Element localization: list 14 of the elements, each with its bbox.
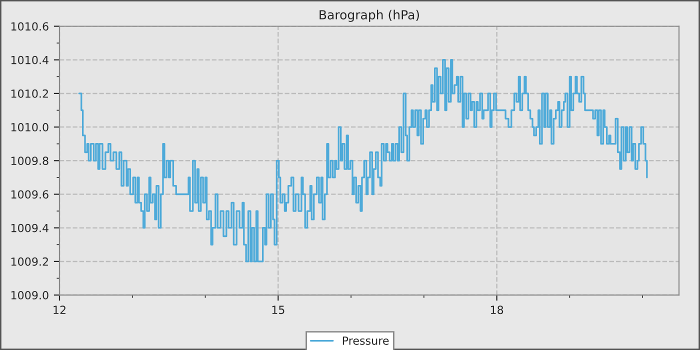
x-tick-label: 12	[54, 306, 66, 314]
chart-title: Barograph (hPa)	[320, 10, 419, 22]
x-tick-label: 18	[490, 306, 504, 314]
y-tick-label: 1010.0	[11, 123, 48, 132]
y-tick-label: 1010.2	[11, 89, 48, 98]
legend-label: Pressure	[342, 336, 389, 345]
y-tick-label: 1009.8	[11, 156, 48, 166]
y-tick-label: 1009.4	[11, 224, 48, 232]
y-tick-label: 1009.0	[11, 291, 48, 300]
y-tick-label: 1009.2	[11, 257, 48, 266]
y-tick-label: 1010.6	[11, 22, 48, 31]
x-tick-label: 15	[272, 306, 284, 314]
y-tick-label: 1009.6	[11, 190, 48, 199]
y-tick-label: 1010.4	[11, 56, 48, 64]
